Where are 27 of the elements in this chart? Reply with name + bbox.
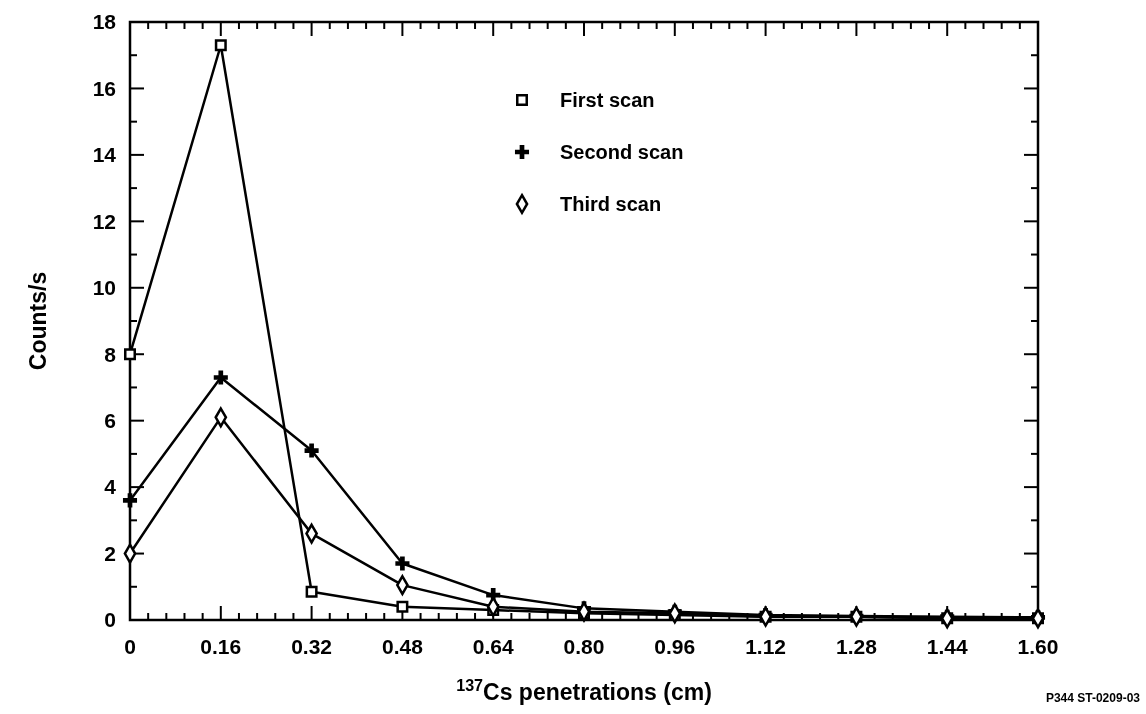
y-tick-label: 14 (92, 143, 117, 167)
x-tick-label: 1.28 (835, 635, 878, 658)
y-tick-label: 0 (104, 608, 116, 632)
legend-label: Third scan (560, 193, 662, 215)
y-axis-title: Counts/s (25, 271, 51, 371)
text: P344 ST-0209-03 (1045, 691, 1141, 705)
legend-label: Second scan (560, 141, 684, 163)
x-tick-label: 0.64 (472, 635, 514, 658)
x-tick-label: 1.60 (1017, 635, 1059, 658)
y-tick-label: 8 (104, 342, 117, 366)
y-tick-label: 6 (104, 409, 116, 433)
y-tick-label: 16 (92, 76, 116, 100)
x-tick-label: 0.16 (200, 635, 242, 658)
x-tick-label: 1.12 (745, 635, 787, 658)
x-tick-label: 1.44 (926, 635, 968, 658)
y-tick-label: 12 (92, 209, 116, 233)
x-tick-label: 0.48 (381, 635, 424, 658)
y-tick-label: 4 (104, 475, 117, 499)
x-tick-label: 0.32 (291, 635, 333, 658)
x-tick-label: 0.96 (654, 635, 696, 658)
x-tick-label: 0 (124, 635, 136, 658)
y-tick-label: 10 (92, 276, 116, 300)
y-tick-label: 18 (92, 10, 117, 34)
y-tick-label: 2 (104, 541, 116, 565)
legend-label: First scan (560, 89, 655, 111)
x-axis-title: $^{137}$Cs penetrations (cm) (456, 676, 712, 705)
x-tick-label: 0.80 (563, 635, 605, 658)
